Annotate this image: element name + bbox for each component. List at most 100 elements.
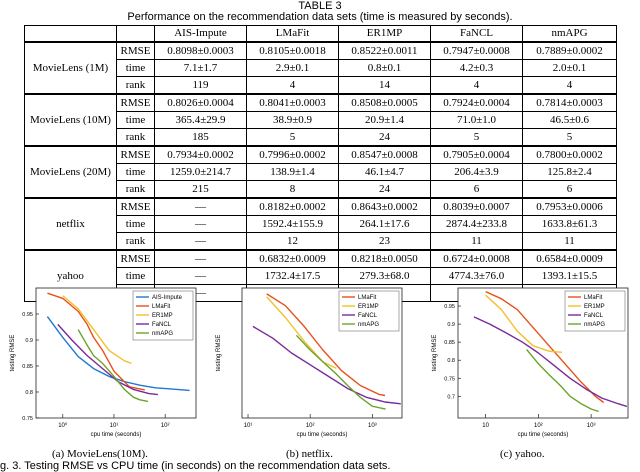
series-line-fancl xyxy=(252,325,401,405)
value-cell: 12 xyxy=(246,232,339,251)
value-cell: 1393.1±15.5 xyxy=(522,267,617,285)
y-tick-label: 0.9 xyxy=(447,322,455,328)
x-axis-label: cpu time (seconds) xyxy=(518,432,569,438)
value-cell: 23 xyxy=(338,232,431,251)
metric-cell: time xyxy=(116,59,155,77)
plot-b-svg: 10¹ 10² 10³ cpu time (seconds) testing RMSE L… xyxy=(216,287,403,438)
table-row: rank 185 5 24 5 5 xyxy=(25,128,617,147)
value-cell: 0.7905±0.0004 xyxy=(430,145,523,164)
plot-c-svg: 10 10² 10³ 0.95 0.9 0.85 0.8 0.75 0.7 cpu time (s… xyxy=(432,287,629,438)
legend-entry: nmAPG xyxy=(152,331,173,337)
value-cell: — xyxy=(154,232,247,251)
legend-entry: ER1MP xyxy=(152,313,173,319)
value-cell: 5 xyxy=(522,128,617,147)
value-cell: 0.8522±0.0011 xyxy=(338,41,431,60)
legend-entry: nmAPG xyxy=(584,322,605,328)
table-row: time 1259.0±214.7 138.9±1.4 46.1±4.7 206.4±3… xyxy=(25,163,617,181)
y-tick-label: 0.85 xyxy=(22,364,33,370)
table-header-row: AIS-Impute LMaFit ER1MP FaNCL nmAPG xyxy=(24,25,617,43)
metric-cell: RMSE xyxy=(116,145,155,164)
metric-cell: rank xyxy=(116,76,155,95)
value-cell: 20.9±1.4 xyxy=(338,111,431,129)
dataset-cell: MovieLens (1M) xyxy=(24,41,117,95)
y-tick-label: 0.8 xyxy=(25,390,33,396)
metric-cell: rank xyxy=(116,180,155,199)
legend-entry: AIS-Impute xyxy=(152,295,183,301)
value-cell: 119 xyxy=(154,76,247,95)
value-cell: 0.7934±0.0002 xyxy=(154,145,247,164)
metric-cell: time xyxy=(116,111,155,129)
legend-entry: nmAPG xyxy=(358,322,379,328)
y-tick-label: 0.75 xyxy=(444,376,455,382)
value-cell: 0.8182±0.0002 xyxy=(246,197,339,216)
value-cell: 1259.0±214.7 xyxy=(154,163,247,181)
metric-cell: time xyxy=(116,215,155,233)
table-row: MovieLens (20M) RMSE 0.7934±0.0002 0.7996±0… xyxy=(24,145,617,199)
value-cell: 0.8643±0.0002 xyxy=(338,197,431,216)
table-row: yahoo RMSE —0.6832±0.0009 0.8218±0.0050 0.67… xyxy=(24,249,617,302)
x-tick-label: 10⁰ xyxy=(58,422,68,429)
plot-c: 10 10² 10³ 0.95 0.9 0.85 0.8 0.75 0.7 cpu time (s… xyxy=(424,282,636,448)
value-cell: 279.3±68.0 xyxy=(338,267,431,285)
value-cell: 71.0±1.0 xyxy=(430,111,523,129)
value-cell: 1592.4±155.9 xyxy=(246,215,339,233)
metric-cell: rank xyxy=(116,128,155,147)
value-cell: 4.2±0.3 xyxy=(430,59,523,77)
table-row: rank —12 23 11 11 xyxy=(25,232,617,251)
plot-a: 10⁰ 10¹ 10² 0.95 0.9 0.85 0.8 0.75 cpu time (sec… xyxy=(4,282,202,448)
legend-entry: LMaFit xyxy=(584,295,603,301)
value-cell: 0.7996±0.0002 xyxy=(246,145,339,164)
y-tick-label: 0.8 xyxy=(447,358,455,364)
header-col: ER1MP xyxy=(338,25,431,43)
value-cell: 2.0±0.1 xyxy=(522,59,617,77)
metric-cell: rank xyxy=(116,232,155,251)
subcaption-a: (a) MovieLens(10M). xyxy=(52,448,148,460)
value-cell: 0.7889±0.0002 xyxy=(522,41,617,60)
legend-entry: LMaFit xyxy=(358,295,377,301)
x-tick-label: 10 xyxy=(482,423,489,429)
series-line-er1mp xyxy=(266,296,337,370)
value-cell: 0.8±0.1 xyxy=(338,59,431,77)
value-cell: 0.7953±0.0006 xyxy=(522,197,617,216)
table-row: MovieLens (1M) RMSE 0.8098±0.0003 0.8105±0.… xyxy=(24,41,617,95)
value-cell: 0.7800±0.0002 xyxy=(522,145,617,164)
value-cell: 0.8105±0.0018 xyxy=(246,41,339,60)
value-cell: 4 xyxy=(246,76,339,95)
plot-b: 10¹ 10² 10³ cpu time (seconds) testing RMSE L… xyxy=(212,282,410,448)
value-cell: 0.8547±0.0008 xyxy=(338,145,431,164)
table-label: TABLE 3 xyxy=(298,0,342,12)
header-col: nmAPG xyxy=(522,25,617,43)
y-tick-label: 0.9 xyxy=(25,338,33,344)
metric-cell: time xyxy=(116,163,155,181)
value-cell: 24 xyxy=(338,128,431,147)
series-line-fancl xyxy=(473,316,628,408)
value-cell: 0.6724±0.0008 xyxy=(430,249,523,268)
subcaption-b: (b) netflix. xyxy=(286,448,334,460)
series-line-er1mp xyxy=(485,294,562,353)
value-cell: 5 xyxy=(430,128,523,147)
y-tick-label: 0.95 xyxy=(444,304,455,310)
value-cell: 5 xyxy=(246,128,339,147)
series-line-fancl xyxy=(57,323,158,396)
metric-cell: RMSE xyxy=(116,93,155,112)
x-tick-label: 10¹ xyxy=(110,423,119,429)
legend-entry: ER1MP xyxy=(584,304,605,310)
value-cell: 0.6584±0.0009 xyxy=(522,249,617,268)
y-tick-label: 0.7 xyxy=(447,394,455,400)
value-cell: 365.4±29.9 xyxy=(154,111,247,129)
table-row: MovieLens (10M) RMSE 0.8026±0.0004 0.8041±0… xyxy=(24,93,617,147)
series-line-er1mp xyxy=(62,295,132,365)
value-cell: 185 xyxy=(154,128,247,147)
figure-caption: g. 3. Testing RMSE vs CPU time (in secon… xyxy=(0,460,391,472)
legend-entry: FaNCL xyxy=(584,313,604,319)
value-cell: — xyxy=(154,249,247,268)
x-tick-label: 10² xyxy=(161,423,170,429)
header-dataset xyxy=(24,25,117,43)
value-cell: 38.9±0.9 xyxy=(246,111,339,129)
value-cell: 46.5±0.6 xyxy=(522,111,617,129)
value-cell: 0.7947±0.0008 xyxy=(430,41,523,60)
value-cell: 0.8098±0.0003 xyxy=(154,41,247,60)
results-table: AIS-Impute LMaFit ER1MP FaNCL nmAPG Movi… xyxy=(24,25,617,302)
table-row: time —1592.4±155.9 264.1±17.6 2874.4±233.8 1… xyxy=(25,215,617,233)
value-cell: 11 xyxy=(430,232,523,251)
